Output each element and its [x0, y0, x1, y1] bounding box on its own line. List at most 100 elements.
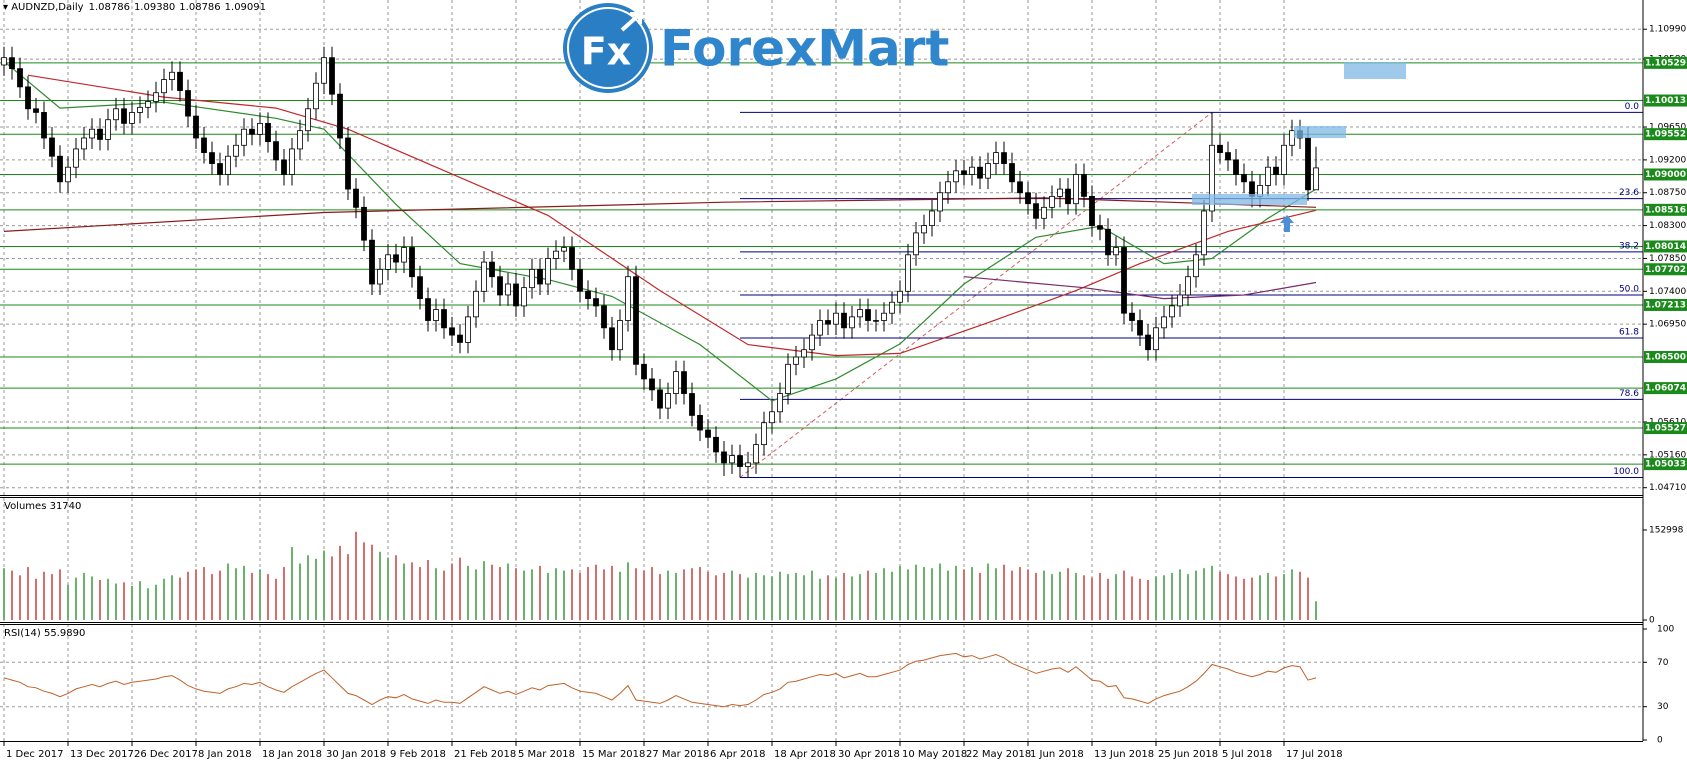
arrow-up [1280, 215, 1294, 232]
candle-body [1225, 152, 1231, 161]
level-label-box [1644, 422, 1687, 435]
candle-body [785, 363, 791, 394]
volume-title: Volumes 31740 [4, 501, 81, 512]
header-price: 1.09380 [134, 2, 175, 13]
rsi-title: RSI(14) 55.9890 [4, 628, 85, 639]
candle-body [473, 290, 479, 318]
candle-body [801, 349, 807, 358]
candle-body [529, 269, 535, 289]
candle-body [593, 298, 599, 307]
candle-body [465, 316, 471, 343]
candle-body [1201, 210, 1207, 256]
candle-body [377, 269, 383, 285]
candle-body [857, 309, 863, 318]
candle-body [425, 298, 431, 321]
header-price: 1.09091 [225, 2, 266, 13]
candle-body [145, 101, 151, 108]
candle-body [1065, 188, 1071, 205]
candle-body [1009, 163, 1015, 183]
candle-body [625, 276, 631, 321]
candle-body [1033, 203, 1039, 219]
rsi-tick-label: 0 [1657, 736, 1663, 746]
candle-body [1057, 188, 1063, 197]
candle-body [265, 122, 271, 143]
y-tick-label: 1.09650 [1649, 123, 1686, 133]
moving-average [963, 276, 1317, 300]
x-tick-label: 17 Jul 2018 [1286, 749, 1343, 760]
candle-body [41, 112, 47, 139]
x-tick-label: 22 May 2018 [966, 749, 1031, 760]
fib-level-label: 38.2 [1619, 241, 1639, 251]
candle-body [849, 316, 855, 329]
y-tick-label: 1.08750 [1649, 188, 1686, 198]
candle-body [713, 436, 719, 453]
level-label: 1.10013 [1645, 96, 1686, 106]
candle-body [961, 170, 967, 175]
candle-body [345, 137, 351, 190]
chart-title: AUDNZD,Daily [11, 2, 83, 13]
level-label-box [1644, 382, 1687, 395]
symbol-caret: ▾ [3, 2, 11, 13]
candle-body [361, 206, 367, 241]
candle-body [633, 276, 639, 365]
x-tick-label: 15 Mar 2018 [582, 749, 645, 760]
level-label: 1.05033 [1645, 460, 1686, 470]
volume-tick-label: 0 [1649, 616, 1655, 626]
fib-level-label: 50.0 [1619, 284, 1639, 294]
level-label-box [1644, 94, 1687, 107]
volume-tick-label: 152998 [1649, 526, 1684, 536]
candle-body [225, 155, 231, 175]
candle-body [1089, 195, 1095, 226]
candle-body [1193, 254, 1199, 278]
candle-body [249, 128, 255, 135]
candle-body [905, 254, 911, 292]
candle-body [1137, 320, 1143, 336]
level-label: 1.08014 [1645, 242, 1686, 252]
fib-level-label: 100.0 [1613, 467, 1639, 477]
candle-body [297, 130, 303, 150]
rsi-tick-label: 30 [1657, 702, 1669, 712]
y-tick-label: 1.05160 [1649, 450, 1686, 460]
header-price: 1.08786 [179, 2, 220, 13]
candle-body [1073, 174, 1079, 205]
x-tick-label: 18 Apr 2018 [774, 749, 836, 760]
candle-body [929, 210, 935, 226]
level-label: 1.05527 [1645, 424, 1686, 434]
candle-body [449, 327, 455, 336]
level-label: 1.07213 [1645, 300, 1686, 310]
moving-average [3, 197, 1317, 232]
candle-body [601, 305, 607, 329]
level-label-box [1644, 168, 1687, 181]
logo-arrow [620, 12, 642, 32]
candle-body [49, 137, 55, 157]
y-tick-label: 1.10990 [1649, 25, 1686, 35]
candle-body [177, 71, 183, 91]
candle-body [1241, 174, 1247, 183]
candle-body [241, 128, 247, 146]
fib-level-label: 78.6 [1619, 389, 1639, 399]
highlight-zone [1344, 62, 1406, 79]
candle-body [497, 276, 503, 296]
candle-body [825, 320, 831, 325]
candle-body [1113, 247, 1119, 256]
candle-body [881, 312, 887, 321]
candle-body [897, 290, 903, 303]
moving-average [3, 60, 1317, 402]
candle-body [233, 144, 239, 157]
x-tick-label: 26 Dec 2017 [134, 749, 198, 760]
candle-body [561, 247, 567, 252]
candle-body [865, 309, 871, 321]
candle-body [97, 128, 103, 140]
candle-body [993, 152, 999, 164]
logo-badge-text: Fx [581, 30, 631, 74]
candle-body [393, 254, 399, 263]
candle-body [889, 301, 895, 314]
candle-body [1281, 144, 1287, 175]
level-label: 1.08516 [1645, 205, 1686, 215]
candle-body [1001, 152, 1007, 164]
level-label: 1.10529 [1645, 58, 1686, 68]
x-tick-label: 1 Jun 2018 [1030, 749, 1084, 760]
candle-body [873, 320, 879, 322]
candle-body [337, 93, 343, 139]
logo-name: ForexMart [660, 20, 949, 78]
